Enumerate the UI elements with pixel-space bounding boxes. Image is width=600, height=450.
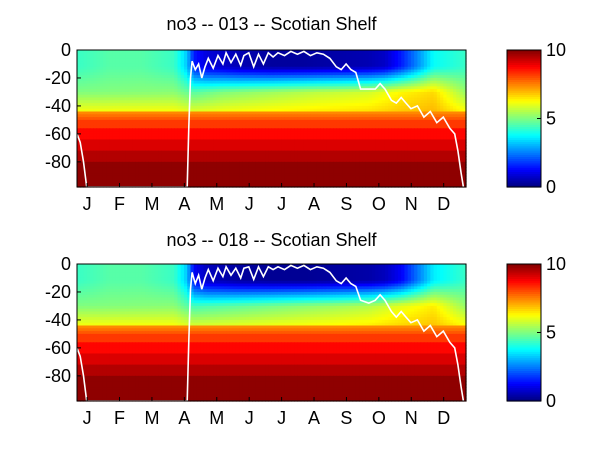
- heatmap-field: [77, 50, 467, 188]
- chart-panel-1: no3 -- 013 -- Scotian Shelf0-20-40-60-80…: [45, 14, 566, 214]
- chart-title: no3 -- 013 -- Scotian Shelf: [166, 14, 377, 34]
